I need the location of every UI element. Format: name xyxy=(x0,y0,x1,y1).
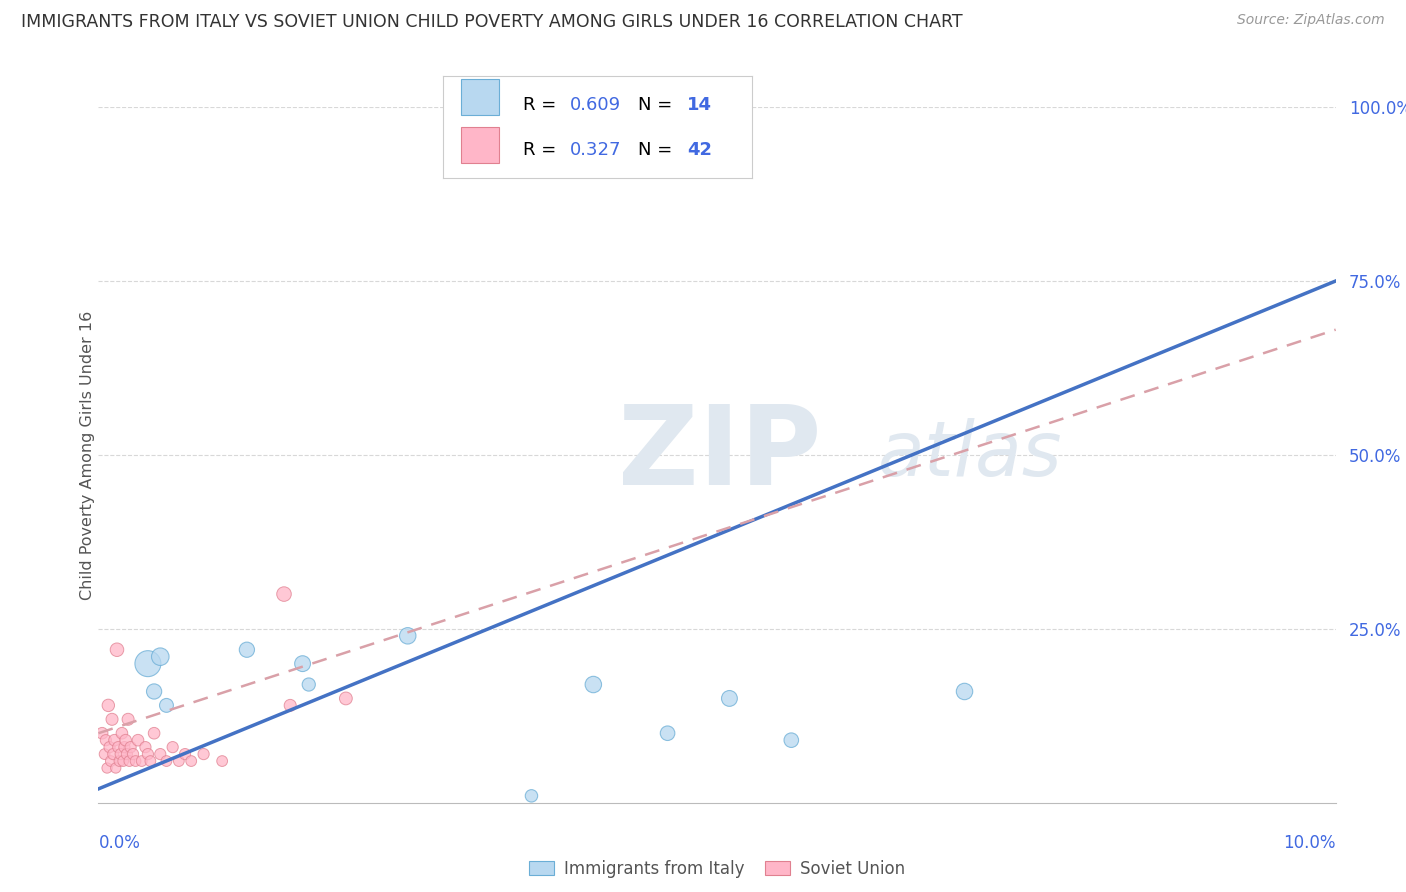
Point xyxy=(136,747,159,761)
Point xyxy=(162,740,184,755)
Point xyxy=(91,726,114,740)
Point xyxy=(211,754,233,768)
Text: ZIP: ZIP xyxy=(619,401,821,508)
Point xyxy=(718,691,741,706)
Text: N =: N = xyxy=(638,95,678,113)
Point xyxy=(124,754,146,768)
Legend: Immigrants from Italy, Soviet Union: Immigrants from Italy, Soviet Union xyxy=(529,860,905,878)
Point xyxy=(149,747,172,761)
Point xyxy=(117,712,139,726)
Text: 14: 14 xyxy=(688,95,713,113)
Text: 10.0%: 10.0% xyxy=(1284,834,1336,852)
Point xyxy=(118,754,141,768)
Text: 0.0%: 0.0% xyxy=(98,834,141,852)
Point xyxy=(114,733,136,747)
Point xyxy=(122,747,145,761)
Point xyxy=(582,677,605,691)
Point xyxy=(193,747,215,761)
Point xyxy=(180,754,202,768)
Point xyxy=(103,747,125,761)
Point xyxy=(520,789,543,803)
Point xyxy=(291,657,314,671)
Point xyxy=(101,712,124,726)
Text: Source: ZipAtlas.com: Source: ZipAtlas.com xyxy=(1237,13,1385,28)
Point xyxy=(108,754,131,768)
Point xyxy=(780,733,803,747)
Text: N =: N = xyxy=(638,141,678,159)
FancyBboxPatch shape xyxy=(461,127,499,163)
Text: 42: 42 xyxy=(688,141,713,159)
Point xyxy=(167,754,190,768)
Point xyxy=(96,761,118,775)
Point xyxy=(139,754,162,768)
Point xyxy=(136,657,159,671)
Text: atlas: atlas xyxy=(877,418,1063,491)
Point xyxy=(97,698,120,713)
Point xyxy=(278,698,301,713)
Point xyxy=(100,754,122,768)
Point xyxy=(104,761,127,775)
Point xyxy=(112,754,135,768)
Point xyxy=(155,754,177,768)
Point xyxy=(174,747,197,761)
Text: 0.609: 0.609 xyxy=(569,95,621,113)
Point xyxy=(273,587,295,601)
Point xyxy=(110,747,132,761)
Y-axis label: Child Poverty Among Girls Under 16: Child Poverty Among Girls Under 16 xyxy=(80,310,94,599)
Point xyxy=(396,629,419,643)
Point xyxy=(115,747,138,761)
Text: 0.327: 0.327 xyxy=(569,141,621,159)
Point xyxy=(335,691,357,706)
Point xyxy=(155,698,177,713)
Point xyxy=(298,677,321,691)
Text: R =: R = xyxy=(523,95,562,113)
Text: R =: R = xyxy=(523,141,562,159)
Point xyxy=(103,733,125,747)
Point xyxy=(953,684,976,698)
Point xyxy=(111,726,134,740)
Point xyxy=(112,740,135,755)
Point xyxy=(134,740,156,755)
FancyBboxPatch shape xyxy=(461,78,499,115)
Point xyxy=(143,726,166,740)
Point xyxy=(131,754,153,768)
Point xyxy=(143,684,166,698)
Point xyxy=(107,740,129,755)
Point xyxy=(149,649,172,664)
Point xyxy=(93,747,115,761)
Text: IMMIGRANTS FROM ITALY VS SOVIET UNION CHILD POVERTY AMONG GIRLS UNDER 16 CORRELA: IMMIGRANTS FROM ITALY VS SOVIET UNION CH… xyxy=(21,13,963,31)
Point xyxy=(127,733,149,747)
Point xyxy=(98,740,121,755)
Point xyxy=(105,642,128,657)
Point xyxy=(94,733,117,747)
Point xyxy=(657,726,679,740)
Point xyxy=(120,740,142,755)
Point xyxy=(236,642,259,657)
